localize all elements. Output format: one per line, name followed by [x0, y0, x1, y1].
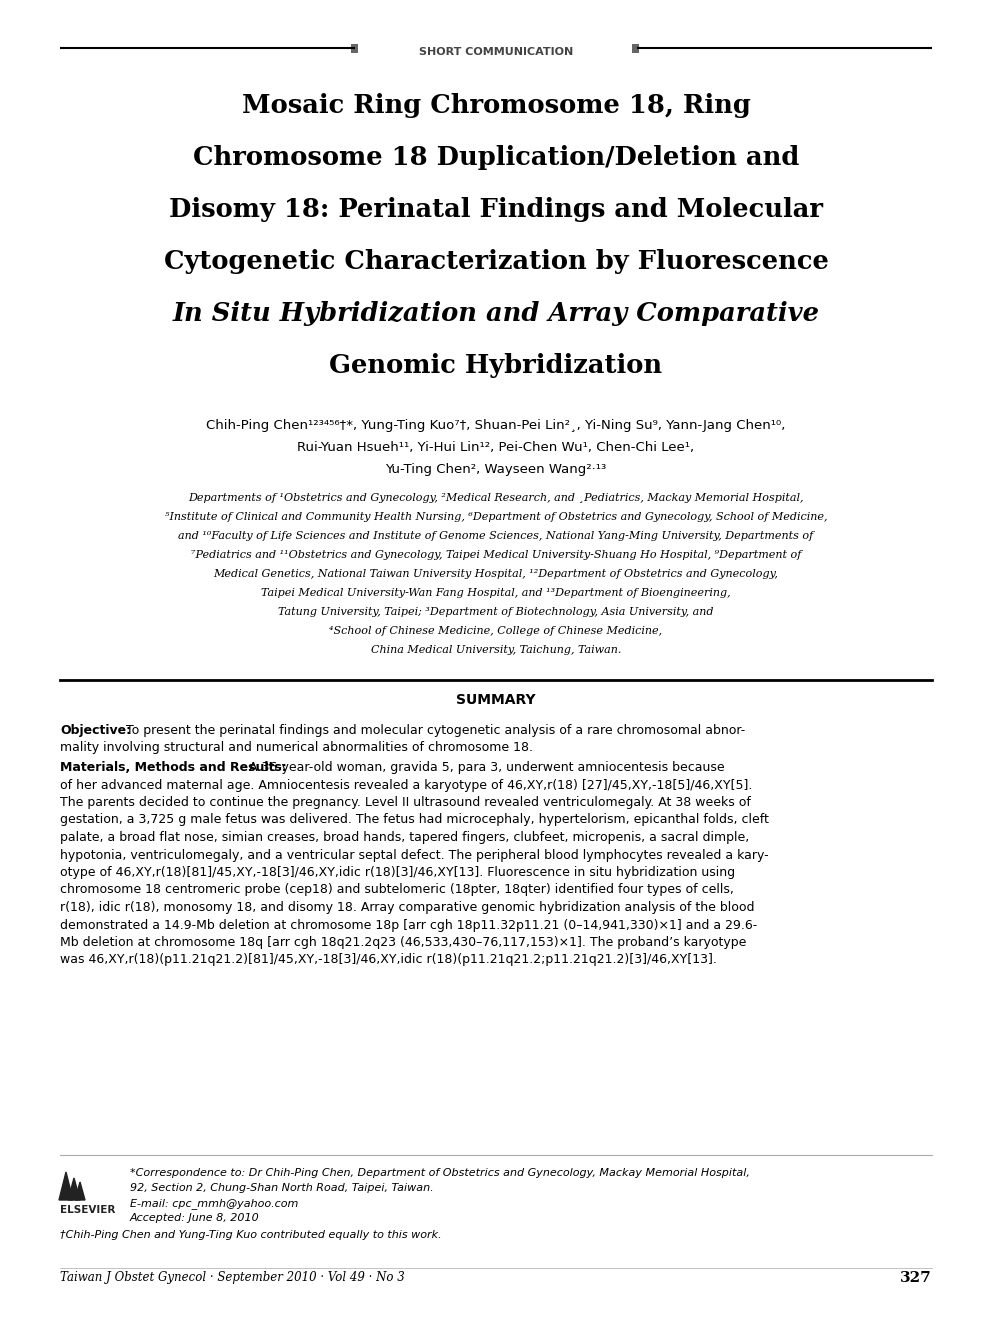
- Text: To present the perinatal findings and molecular cytogenetic analysis of a rare c: To present the perinatal findings and mo…: [122, 724, 745, 737]
- Text: Genomic Hybridization: Genomic Hybridization: [329, 352, 663, 377]
- Text: Yu-Ting Chen², Wayseen Wang²·¹³: Yu-Ting Chen², Wayseen Wang²·¹³: [385, 463, 607, 475]
- Text: Tatung University, Taipei; ³Department of Biotechnology, Asia University, and: Tatung University, Taipei; ³Department o…: [278, 607, 714, 617]
- Text: Mb deletion at chromosome 18q [arr cgh 18q21.2q23 (46,533,430–76,117,153)×1]. Th: Mb deletion at chromosome 18q [arr cgh 1…: [60, 935, 746, 949]
- Text: mality involving structural and numerical abnormalities of chromosome 18.: mality involving structural and numerica…: [60, 741, 533, 754]
- Text: China Medical University, Taichung, Taiwan.: China Medical University, Taichung, Taiw…: [371, 646, 621, 655]
- Polygon shape: [59, 1172, 73, 1200]
- Text: Taiwan J Obstet Gynecol · September 2010 · Vol 49 · No 3: Taiwan J Obstet Gynecol · September 2010…: [60, 1271, 405, 1285]
- Text: SHORT COMMUNICATION: SHORT COMMUNICATION: [419, 48, 573, 57]
- Text: SUMMARY: SUMMARY: [456, 693, 536, 706]
- Text: demonstrated a 14.9-Mb deletion at chromosome 18p [arr cgh 18p11.32p11.21 (0–14,: demonstrated a 14.9-Mb deletion at chrom…: [60, 918, 757, 931]
- Text: hypotonia, ventriculomegaly, and a ventricular septal defect. The peripheral blo: hypotonia, ventriculomegaly, and a ventr…: [60, 848, 769, 861]
- Text: and ¹⁰Faculty of Life Sciences and Institute of Genome Sciences, National Yang-M: and ¹⁰Faculty of Life Sciences and Insti…: [179, 531, 813, 541]
- Text: ⁷Pediatrics and ¹¹Obstetrics and Gynecology, Taipei Medical University-Shuang Ho: ⁷Pediatrics and ¹¹Obstetrics and Gynecol…: [190, 550, 802, 560]
- Text: ELSEVIER: ELSEVIER: [60, 1205, 115, 1215]
- Polygon shape: [75, 1181, 85, 1200]
- Text: *Correspondence to: Dr Chih-Ping Chen, Department of Obstetrics and Gynecology, : *Correspondence to: Dr Chih-Ping Chen, D…: [130, 1168, 750, 1177]
- Text: ⁴School of Chinese Medicine, College of Chinese Medicine,: ⁴School of Chinese Medicine, College of …: [329, 626, 663, 636]
- Text: Mosaic Ring Chromosome 18, Ring: Mosaic Ring Chromosome 18, Ring: [242, 93, 750, 118]
- Text: Disomy 18: Perinatal Findings and Molecular: Disomy 18: Perinatal Findings and Molecu…: [169, 197, 823, 221]
- Text: palate, a broad flat nose, simian creases, broad hands, tapered fingers, clubfee: palate, a broad flat nose, simian crease…: [60, 831, 749, 844]
- Text: r(18), idic r(18), monosomy 18, and disomy 18. Array comparative genomic hybridi: r(18), idic r(18), monosomy 18, and diso…: [60, 901, 755, 914]
- Text: chromosome 18 centromeric probe (cep18) and subtelomeric (18pter, 18qter) identi: chromosome 18 centromeric probe (cep18) …: [60, 884, 734, 897]
- Text: Cytogenetic Characterization by Fluorescence: Cytogenetic Characterization by Fluoresc…: [164, 249, 828, 274]
- Text: A 36-year-old woman, gravida 5, para 3, underwent amniocentesis because: A 36-year-old woman, gravida 5, para 3, …: [245, 761, 724, 774]
- Bar: [72, 1195, 75, 1200]
- Text: Chih-Ping Chen¹²³⁴⁵⁶†*, Yung-Ting Kuo⁷†, Shuan-Pei Lin²¸, Yi-Ning Su⁹, Yann-Jang: Chih-Ping Chen¹²³⁴⁵⁶†*, Yung-Ting Kuo⁷†,…: [206, 418, 786, 431]
- Text: Medical Genetics, National Taiwan University Hospital, ¹²Department of Obstetric: Medical Genetics, National Taiwan Univer…: [213, 569, 779, 579]
- Text: In Situ Hybridization and Array Comparative: In Situ Hybridization and Array Comparat…: [173, 300, 819, 325]
- Text: Taipei Medical University-Wan Fang Hospital, and ¹³Department of Bioengineering,: Taipei Medical University-Wan Fang Hospi…: [261, 587, 731, 598]
- Text: E-mail: cpc_mmh@yahoo.com: E-mail: cpc_mmh@yahoo.com: [130, 1199, 299, 1209]
- Polygon shape: [68, 1177, 80, 1200]
- Text: of her advanced maternal age. Amniocentesis revealed a karyotype of 46,XY,r(18) : of her advanced maternal age. Amniocente…: [60, 778, 752, 791]
- Text: gestation, a 3,725 g male fetus was delivered. The fetus had microcephaly, hyper: gestation, a 3,725 g male fetus was deli…: [60, 814, 769, 827]
- Text: †Chih-Ping Chen and Yung-Ting Kuo contributed equally to this work.: †Chih-Ping Chen and Yung-Ting Kuo contri…: [60, 1230, 441, 1240]
- Bar: [64, 1193, 67, 1200]
- Text: ⁵Institute of Clinical and Community Health Nursing, ⁶Department of Obstetrics a: ⁵Institute of Clinical and Community Hea…: [165, 512, 827, 523]
- Text: Chromosome 18 Duplication/Deletion and: Chromosome 18 Duplication/Deletion and: [192, 144, 800, 169]
- Text: The parents decided to continue the pregnancy. Level II ultrasound revealed vent: The parents decided to continue the preg…: [60, 796, 751, 808]
- Text: otype of 46,XY,r(18)[81]/45,XY,-18[3]/46,XY,idic r(18)[3]/46,XY[13]. Fluorescenc: otype of 46,XY,r(18)[81]/45,XY,-18[3]/46…: [60, 867, 735, 878]
- Bar: [632, 44, 639, 53]
- Text: Materials, Methods and Results:: Materials, Methods and Results:: [60, 761, 287, 774]
- Text: 92, Section 2, Chung-Shan North Road, Taipei, Taiwan.: 92, Section 2, Chung-Shan North Road, Ta…: [130, 1183, 434, 1193]
- Text: Rui-Yuan Hsueh¹¹, Yi-Hui Lin¹², Pei-Chen Wu¹, Chen-Chi Lee¹,: Rui-Yuan Hsueh¹¹, Yi-Hui Lin¹², Pei-Chen…: [298, 441, 694, 454]
- Text: Departments of ¹Obstetrics and Gynecology, ²Medical Research, and ¸Pediatrics, M: Departments of ¹Obstetrics and Gynecolog…: [188, 493, 804, 503]
- Text: was 46,XY,r(18)(p11.21q21.2)[81]/45,XY,-18[3]/46,XY,idic r(18)(p11.21q21.2;p11.2: was 46,XY,r(18)(p11.21q21.2)[81]/45,XY,-…: [60, 954, 717, 967]
- Bar: [351, 44, 358, 53]
- Text: Accepted: June 8, 2010: Accepted: June 8, 2010: [130, 1213, 260, 1222]
- Text: Objective:: Objective:: [60, 724, 131, 737]
- Text: 327: 327: [901, 1271, 932, 1285]
